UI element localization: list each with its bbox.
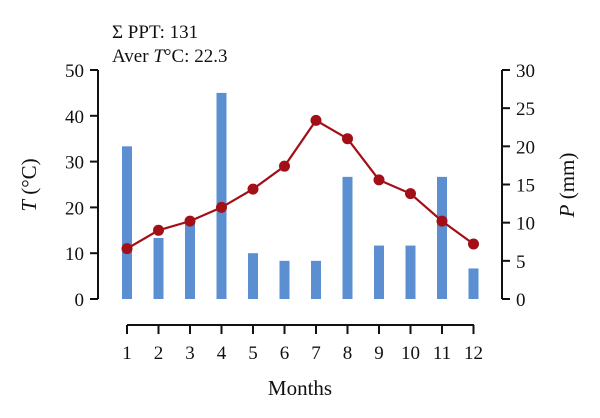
temperature-point bbox=[468, 238, 479, 250]
temperature-point bbox=[153, 224, 164, 236]
temperature-point bbox=[121, 243, 133, 255]
temperature-point bbox=[310, 114, 322, 126]
temperature-point bbox=[405, 188, 416, 200]
right-axis-ticks: 0 5 10 15 20 25 30 bbox=[502, 61, 535, 311]
right-tick-label: 10 bbox=[516, 214, 535, 235]
temperature-point bbox=[342, 133, 353, 145]
precipitation-bars bbox=[122, 92, 479, 300]
x-tick-label: 12 bbox=[464, 343, 483, 364]
x-tick-label: 3 bbox=[185, 343, 195, 364]
left-tick-label: 20 bbox=[65, 198, 84, 219]
x-tick-label: 2 bbox=[154, 343, 164, 364]
temperature-point bbox=[373, 174, 385, 186]
x-tick-label: 6 bbox=[280, 343, 290, 364]
annotation-precip-total: Σ PPT: 131 bbox=[112, 22, 198, 43]
x-tick-label: 9 bbox=[374, 343, 384, 364]
x-axis-ticks: 1 2 3 4 5 6 7 8 9 10 11 12 bbox=[122, 325, 483, 364]
right-tick-label: 30 bbox=[516, 61, 535, 82]
left-tick-label: 0 bbox=[75, 290, 85, 311]
left-tick-label: 50 bbox=[65, 61, 84, 82]
right-tick-label: 5 bbox=[516, 252, 526, 273]
precipitation-bar bbox=[468, 268, 479, 299]
precipitation-bar bbox=[153, 237, 164, 299]
right-axis-label: P (mm) bbox=[555, 153, 579, 219]
temperature-point bbox=[216, 201, 227, 213]
temperature-point bbox=[436, 215, 448, 227]
right-tick-label: 15 bbox=[516, 176, 535, 197]
x-tick-label: 5 bbox=[248, 343, 258, 364]
x-tick-label: 4 bbox=[217, 343, 227, 364]
x-tick-label: 11 bbox=[433, 343, 451, 364]
precipitation-bar bbox=[311, 260, 321, 299]
precipitation-bar bbox=[216, 92, 227, 300]
right-tick-label: 20 bbox=[516, 137, 535, 158]
precipitation-bar bbox=[248, 253, 258, 299]
right-tick-label: 25 bbox=[516, 99, 535, 120]
precipitation-bar bbox=[122, 146, 132, 299]
left-tick-label: 10 bbox=[65, 244, 84, 265]
precipitation-bar bbox=[405, 245, 416, 299]
annotation-avg-temp: Aver T°C: 22.3 bbox=[112, 46, 227, 67]
left-tick-label: 30 bbox=[65, 153, 84, 174]
temperature-line bbox=[121, 114, 479, 255]
precipitation-bar bbox=[437, 176, 447, 299]
left-axis-label: T (°C) bbox=[17, 158, 41, 211]
temperature-point bbox=[279, 160, 290, 172]
temperature-point bbox=[247, 183, 259, 195]
x-tick-label: 7 bbox=[311, 343, 321, 364]
precipitation-bar bbox=[342, 176, 353, 299]
x-tick-label: 1 bbox=[122, 343, 132, 364]
x-tick-label: 8 bbox=[343, 343, 353, 364]
temperature-point bbox=[184, 215, 196, 227]
left-axis-ticks: 0 10 20 30 40 50 bbox=[65, 61, 98, 311]
precipitation-bar bbox=[374, 245, 384, 299]
precipitation-bar bbox=[279, 260, 290, 299]
temperature-line-path bbox=[126, 118, 475, 250]
right-tick-label: 0 bbox=[516, 290, 526, 311]
left-tick-label: 40 bbox=[65, 107, 84, 128]
x-axis-label: Months bbox=[268, 376, 332, 400]
precipitation-bar bbox=[185, 222, 195, 299]
x-tick-label: 10 bbox=[401, 343, 420, 364]
